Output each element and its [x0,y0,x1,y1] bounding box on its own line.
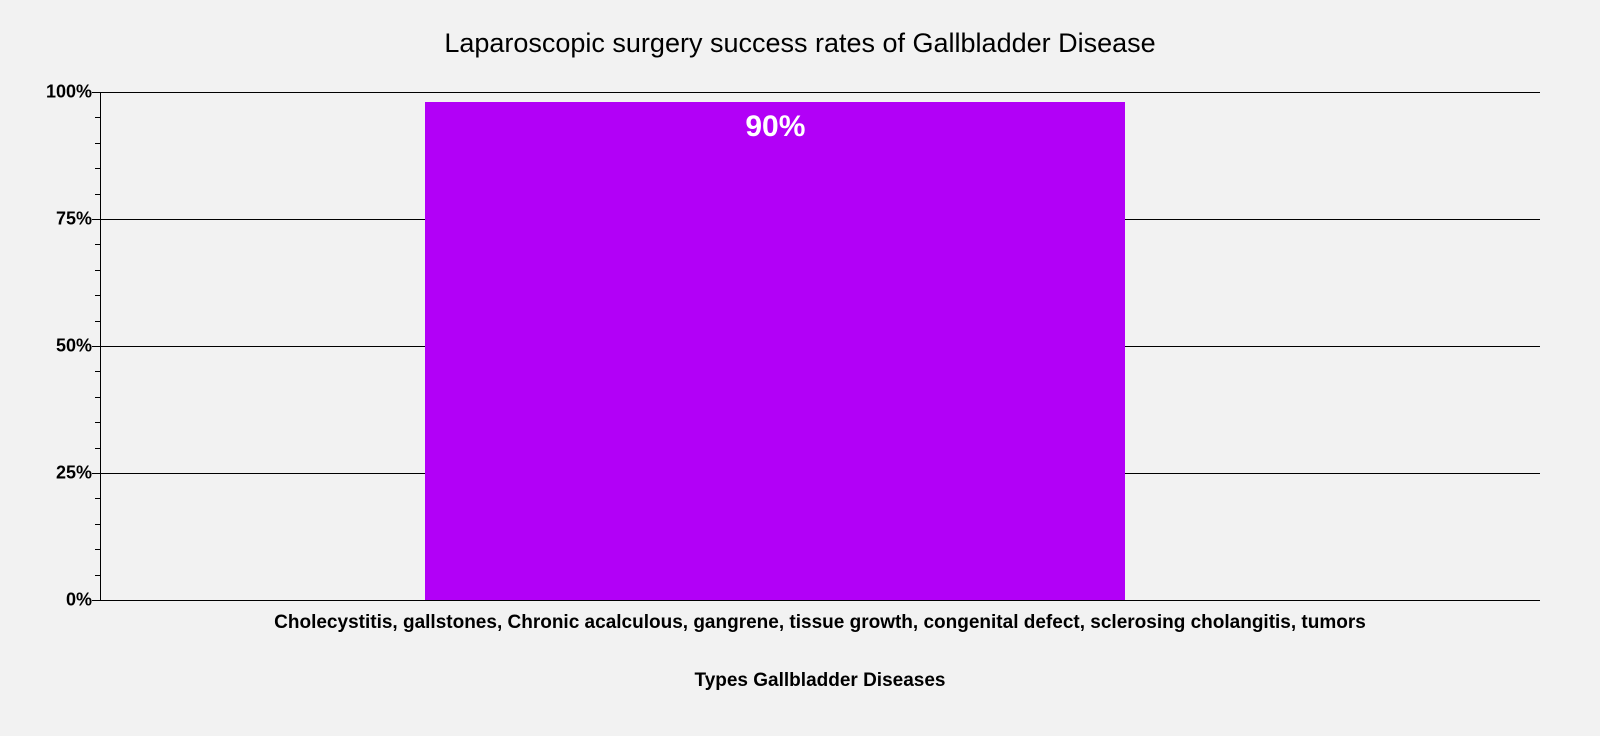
minor-tick [95,168,100,169]
gridline-100 [100,92,1540,93]
major-tick-25 [92,473,100,474]
major-tick-50 [92,346,100,347]
minor-tick [95,194,100,195]
bar-value-label: 90% [425,110,1125,144]
minor-tick [95,422,100,423]
minor-tick [95,498,100,499]
minor-tick [95,575,100,576]
minor-tick [95,295,100,296]
major-tick-0 [92,600,100,601]
y-tick-label-25: 25% [56,463,92,484]
minor-tick [95,549,100,550]
y-tick-label-50: 50% [56,336,92,357]
y-tick-label-0: 0% [66,590,92,611]
y-axis-labels: 100% 75% 50% 25% 0% [0,92,92,600]
plot-area: 90% [100,92,1540,600]
chart-title: Laparoscopic surgery success rates of Ga… [0,28,1600,59]
minor-tick [95,244,100,245]
gridline-0 [100,600,1540,601]
x-axis-title: Types Gallbladder Diseases [100,670,1540,692]
major-tick-75 [92,219,100,220]
bar-series-0: 90% [425,102,1125,600]
minor-tick [95,143,100,144]
minor-tick [95,321,100,322]
minor-tick [95,270,100,271]
minor-tick [95,397,100,398]
major-tick-100 [92,92,100,93]
minor-tick [95,371,100,372]
minor-tick [95,448,100,449]
minor-tick [95,117,100,118]
y-tick-label-75: 75% [56,209,92,230]
y-tick-label-100: 100% [46,82,92,103]
chart-container: Laparoscopic surgery success rates of Ga… [0,0,1600,736]
x-category-label: Cholecystitis, gallstones, Chronic acalc… [100,612,1540,634]
minor-tick [95,524,100,525]
